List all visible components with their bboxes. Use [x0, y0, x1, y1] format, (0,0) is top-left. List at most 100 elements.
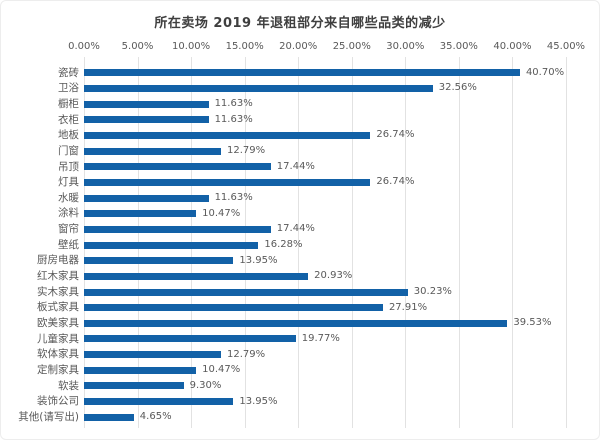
bar-row: 软体家具 12.79%	[37, 347, 566, 363]
category-label: 红木家具	[37, 270, 79, 283]
bar[interactable]	[84, 100, 209, 108]
category-label: 地板	[58, 129, 79, 142]
category-label: 儿童家具	[37, 332, 79, 345]
value-label: 13.95%	[239, 395, 278, 407]
bar[interactable]	[84, 241, 259, 249]
category-label: 其他(请写出)	[18, 411, 79, 424]
bar[interactable]	[84, 335, 296, 343]
value-label: 12.79%	[226, 348, 266, 360]
value-label: 11.63%	[214, 192, 253, 204]
category-label: 卫浴	[58, 82, 79, 95]
bar-row: 红木家具 20.93%	[37, 269, 566, 285]
bar[interactable]	[84, 116, 209, 124]
gridline	[512, 57, 514, 428]
gridline	[566, 57, 567, 428]
bar-row: 儿童家具 19.77%	[37, 331, 566, 347]
category-label: 灯具	[58, 176, 79, 189]
value-label: 11.63%	[214, 113, 253, 125]
x-tick-label: 25.00%	[332, 41, 371, 52]
value-label: 19.77%	[301, 332, 340, 344]
value-label: 30.23%	[413, 286, 452, 298]
category-label: 定制家具	[37, 364, 79, 377]
bar-row: 涂料 10.47%	[58, 206, 566, 222]
gridline	[458, 57, 460, 428]
bar-row: 水暖 11.63%	[58, 190, 566, 206]
bar[interactable]	[84, 351, 221, 359]
x-tick-label: 30.00%	[386, 41, 425, 52]
value-label: 10.47%	[202, 364, 241, 376]
value-label: 13.95%	[239, 254, 278, 266]
category-label: 橱柜	[58, 97, 79, 110]
bar[interactable]	[84, 69, 520, 77]
bar-row: 壁纸 16.28%	[58, 237, 566, 253]
bar-row: 软装 9.30%	[58, 378, 566, 394]
value-label: 26.74%	[376, 129, 415, 141]
category-label: 软装	[58, 379, 79, 392]
bar[interactable]	[84, 131, 371, 139]
category-label: 门窗	[58, 144, 79, 157]
bar[interactable]	[84, 194, 209, 202]
gridline	[298, 57, 300, 428]
bar-row: 地板 26.74%	[58, 128, 566, 144]
bar[interactable]	[84, 163, 271, 171]
category-label: 板式家具	[37, 301, 79, 314]
bar[interactable]	[84, 84, 433, 92]
bar-row: 橱柜 11.63%	[58, 96, 566, 112]
value-label: 17.44%	[276, 160, 315, 172]
value-label: 10.47%	[202, 207, 241, 219]
bar[interactable]	[84, 366, 197, 374]
x-tick-label: 40.00%	[493, 41, 532, 52]
bar[interactable]	[84, 319, 508, 327]
x-tick-label: 15.00%	[225, 41, 264, 52]
bar-row: 欧美家具 39.53%	[37, 316, 566, 332]
bar[interactable]	[84, 304, 383, 312]
value-label: 27.91%	[388, 301, 428, 313]
value-label: 16.28%	[264, 239, 303, 251]
value-label: 20.93%	[314, 270, 353, 282]
bar-row: 定制家具 10.47%	[37, 362, 566, 378]
x-tick-label: 35.00%	[439, 41, 478, 52]
x-tick-label: 20.00%	[279, 41, 318, 52]
x-tick-label: 10.00%	[172, 41, 211, 52]
value-label: 40.70%	[525, 66, 565, 78]
gridline	[405, 57, 407, 428]
value-label: 26.74%	[376, 176, 415, 188]
category-label: 衣柜	[58, 113, 79, 126]
x-tick-label: 45.00%	[546, 41, 586, 52]
bar[interactable]	[84, 398, 234, 406]
bar-row: 衣柜 11.63%	[58, 112, 566, 128]
category-label: 装饰公司	[37, 395, 79, 408]
bar[interactable]	[84, 257, 234, 265]
bar[interactable]	[84, 210, 197, 218]
bar-row: 装饰公司 13.95%	[37, 394, 566, 410]
bar[interactable]	[84, 225, 271, 233]
x-tick-label: 0.00%	[68, 41, 100, 52]
plot-area: 瓷砖 40.70% 卫浴 32.56% 橱柜 11.63% 衣柜 11.63% 地板 26.74%…	[18, 57, 567, 428]
value-label: 4.65%	[139, 411, 172, 423]
bar-row: 窗帘 17.44%	[58, 222, 566, 238]
category-label: 欧美家具	[37, 317, 79, 330]
category-label: 实木家具	[37, 285, 79, 298]
category-label: 吊顶	[58, 160, 79, 173]
gridline	[351, 57, 353, 428]
bar[interactable]	[84, 288, 408, 296]
category-label: 窗帘	[58, 223, 79, 236]
category-label: 壁纸	[58, 238, 79, 251]
category-label: 软体家具	[37, 348, 79, 361]
bar-row: 厨房电器 13.95%	[37, 253, 566, 269]
bar[interactable]	[84, 413, 134, 421]
bar-rows: 瓷砖 40.70% 卫浴 32.56% 橱柜 11.63% 衣柜 11.63% 地板 26.74%…	[18, 65, 566, 425]
bar[interactable]	[84, 272, 309, 280]
bar[interactable]	[84, 147, 221, 155]
bar-row: 门窗 12.79%	[58, 143, 566, 159]
bar-row: 灯具 26.74%	[58, 175, 566, 191]
value-label: 39.53%	[513, 317, 552, 329]
bar-row: 瓷砖 40.70%	[58, 65, 566, 81]
value-label: 12.79%	[226, 145, 266, 157]
value-label: 32.56%	[438, 82, 477, 94]
bar[interactable]	[84, 382, 184, 390]
bar-row: 实木家具 30.23%	[37, 284, 566, 300]
bar[interactable]	[84, 178, 371, 186]
bar-row: 卫浴 32.56%	[58, 81, 566, 97]
